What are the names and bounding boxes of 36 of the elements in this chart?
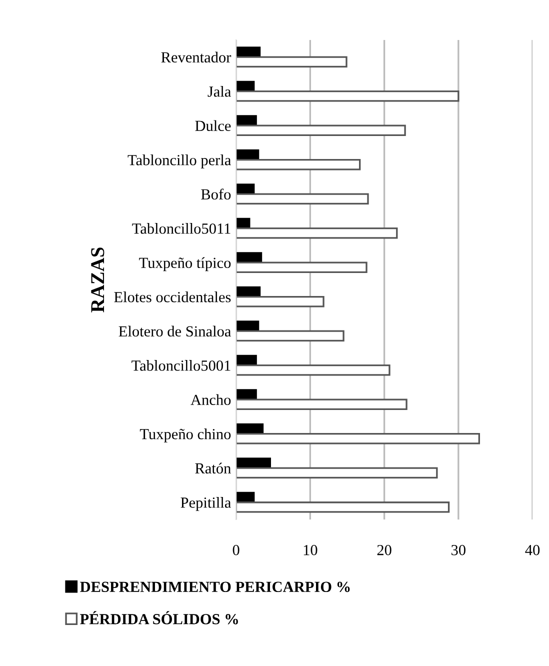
y-tick-label: Pepitilla <box>180 497 231 511</box>
x-tick-label: 20 <box>377 544 392 556</box>
bar <box>236 228 398 239</box>
y-tick-label: Jala <box>208 86 231 97</box>
x-tick-label: 40 <box>525 544 540 556</box>
x-tick-label: 0 <box>232 544 240 556</box>
bar <box>236 398 408 410</box>
bar <box>236 364 390 376</box>
bar <box>236 56 348 68</box>
bar <box>236 502 450 513</box>
bar <box>236 90 460 102</box>
bar <box>236 262 368 274</box>
y-tick-label: Tabloncillo5011 <box>132 223 230 234</box>
bar <box>236 124 406 136</box>
bar <box>236 330 344 342</box>
bar <box>236 433 480 444</box>
y-tick-label: Tabloncillo perla <box>128 154 231 168</box>
y-tick-label: Reventador <box>161 52 232 63</box>
y-tick-label: Tuxpeño típico <box>139 257 231 272</box>
y-axis-title: RAZAS <box>91 248 104 312</box>
legend-label: DESPRENDIMIENTO PERICARPIO % <box>80 582 350 592</box>
y-tick-label: Elotero de Sinaloa <box>118 326 231 337</box>
legend-label: PÉRDIDA SÓLIDOS % <box>80 611 238 624</box>
y-tick-label: Dulce <box>195 120 231 132</box>
y-tick-label: Ancho <box>190 394 231 406</box>
bar <box>236 467 438 479</box>
y-tick-label: Ratón <box>195 462 231 474</box>
bar <box>236 193 369 205</box>
bar <box>236 159 361 170</box>
x-tick-label: 30 <box>452 544 466 556</box>
y-tick-label: Tabloncillo5001 <box>132 360 230 371</box>
y-tick-label: Elotes occidentales <box>114 292 231 302</box>
y-tick-label: Tuxpeño chino <box>140 428 231 442</box>
x-tick-label: 10 <box>304 544 318 556</box>
bar <box>236 296 324 308</box>
y-tick-label: Bofo <box>201 188 231 200</box>
